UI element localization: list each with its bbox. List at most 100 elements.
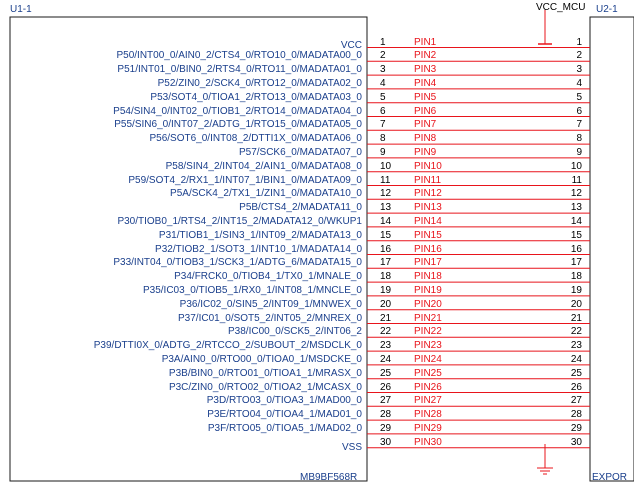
u1-pin-function-label: P59/SOT4_2/RX1_1/INT07_1/BIN1_0/MADATA09… (128, 174, 362, 186)
u2-pin-number: 29 (570, 422, 582, 434)
u2-pin-number: 17 (570, 257, 582, 269)
net-label[interactable]: PIN9 (414, 146, 437, 158)
u1-vcc-pin-label: VCC (340, 40, 362, 51)
u1-pin-number: 28 (380, 409, 392, 421)
u1-pin-function-label: P5B/CTS4_2/MADATA11_0 (239, 202, 362, 214)
u2-pin-number: 4 (576, 77, 582, 89)
u1-pin-number: 10 (380, 160, 392, 172)
net-label[interactable]: PIN5 (414, 91, 437, 103)
u1-pin-function-label: P37/IC01_0/SOT5_2/INT05_2/MNREX_0 (178, 312, 362, 324)
u2-pin-number: 25 (570, 367, 582, 379)
u2-pin-number: 12 (570, 188, 582, 200)
u2-pin-number: 14 (570, 215, 582, 227)
net-label[interactable]: PIN17 (414, 257, 442, 269)
u2-pin-number: 1 (576, 36, 582, 48)
u1-pin-number: 24 (380, 353, 392, 365)
u1-pin-function-label: P31/TIOB1_1/SIN3_1/INT09_2/MADATA13_0 (158, 229, 362, 241)
u1-pin-function-label: P3D/RTO03_0/TIOA3_1/MAD00_0 (206, 395, 362, 407)
u1-pin-number: 17 (380, 257, 392, 269)
net-label[interactable]: PIN25 (414, 367, 442, 379)
u1-pin-number: 29 (380, 422, 392, 434)
net-label[interactable]: PIN24 (414, 353, 442, 365)
net-label[interactable]: PIN14 (414, 215, 442, 227)
net-label[interactable]: PIN3 (414, 64, 437, 76)
u2-component-body[interactable] (589, 16, 634, 482)
u2-pin-number: 30 (570, 436, 582, 448)
u1-pin-number: 9 (380, 146, 386, 158)
u2-pin-number: 18 (570, 271, 582, 283)
net-label[interactable]: PIN22 (414, 326, 442, 338)
u1-pin-function-label: P38/IC00_0/SCK5_2/INT06_2 (228, 326, 362, 338)
u1-pin-number: 13 (380, 202, 392, 214)
net-label[interactable]: PIN18 (414, 271, 442, 283)
u1-part-label: MB9BF568R (300, 472, 358, 483)
net-label[interactable]: PIN10 (414, 160, 442, 172)
net-label[interactable]: PIN8 (414, 133, 437, 145)
u2-pin-number: 26 (570, 381, 582, 393)
u1-pin-number: 16 (380, 243, 392, 255)
net-label[interactable]: PIN16 (414, 243, 442, 255)
u1-pin-function-label: P3B/BIN0_0/RTO01_0/TIOA1_1/MRASX_0 (168, 367, 362, 379)
u1-pin-number: 4 (380, 77, 386, 89)
u2-pin-number: 22 (570, 326, 582, 338)
u1-pin-function-label: P3A/AIN0_0/RTO00_0/TIOA0_1/MSDCKE_0 (161, 353, 362, 365)
u1-component-body[interactable] (9, 16, 368, 482)
u2-pin-number: 24 (570, 353, 582, 365)
net-label[interactable]: PIN13 (414, 202, 442, 214)
u2-pin-number: 5 (576, 91, 582, 103)
u1-pin-function-label: P3E/RTO04_0/TIOA4_1/MAD01_0 (207, 409, 362, 421)
u1-pin-function-label: P51/INT01_0/BIN0_2/RTS4_0/RTO11_0/MADATA… (117, 64, 362, 76)
net-label[interactable]: PIN19 (414, 284, 442, 296)
u2-pin-number: 11 (571, 174, 582, 186)
u2-pin-number: 10 (570, 160, 582, 172)
u1-pin-number: 18 (380, 271, 392, 283)
u2-pin-number: 13 (570, 202, 582, 214)
u1-pin-function-label: P54/SIN4_0/INT02_0/TIOB1_2/RTO14_0/MADAT… (113, 105, 362, 117)
u1-pin-function-label: P57/SCK6_0/MADATA07_0 (238, 146, 362, 158)
u1-pin-function-label: P39/DTTI0X_0/ADTG_2/RTCCO_2/SUBOUT_2/MSD… (93, 340, 362, 352)
net-label[interactable]: PIN7 (414, 119, 437, 131)
u1-pin-number: 25 (380, 367, 392, 379)
u2-pin-number: 28 (570, 409, 582, 421)
net-label[interactable]: PIN6 (414, 105, 437, 117)
net-label[interactable]: PIN2 (414, 50, 437, 62)
wire-group (367, 47, 590, 449)
u1-pin-number: 5 (380, 91, 386, 103)
net-label[interactable]: PIN26 (414, 381, 442, 393)
u2-ref-label: U2-1 (596, 4, 618, 15)
net-label[interactable]: PIN12 (414, 188, 442, 200)
u1-pin-function-label: P52/ZIN0_2/SCK4_0/RTO12_0/MADATA02_0 (157, 77, 362, 89)
net-label[interactable]: PIN11 (414, 174, 442, 186)
u1-pin-function-label: P58/SIN4_2/INT04_2/AIN1_0/MADATA08_0 (165, 160, 362, 172)
u1-pin-number: 30 (380, 436, 392, 448)
u1-pin-number: 26 (380, 381, 392, 393)
net-label[interactable]: PIN4 (414, 77, 437, 89)
u2-pin-number: 8 (576, 133, 582, 145)
vcc-net-label: VCC_MCU (536, 2, 586, 13)
net-label[interactable]: PIN20 (414, 298, 442, 310)
u2-pin-number: 16 (570, 243, 582, 255)
u1-pin-function-label: P34/FRCK0_0/TIOB4_1/TX0_1/MNALE_0 (174, 271, 362, 283)
net-label[interactable]: PIN28 (414, 409, 442, 421)
u2-pin-number: 6 (576, 105, 582, 117)
u2-pin-number: 21 (570, 312, 582, 324)
u2-pin-number: 7 (576, 119, 582, 131)
u1-pin-function-label: P33/INT04_0/TIOB3_1/SCK3_1/ADTG_6/MADATA… (113, 257, 362, 269)
u2-pin-number: 20 (570, 298, 582, 310)
net-label[interactable]: PIN1 (414, 36, 437, 48)
net-label[interactable]: PIN29 (414, 422, 442, 434)
net-label[interactable]: PIN23 (414, 340, 442, 352)
u1-ref-label: U1-1 (10, 4, 32, 15)
u1-pin-function-label: P30/TIOB0_1/RTS4_2/INT15_2/MADATA12_0/WK… (117, 215, 362, 227)
net-label[interactable]: PIN27 (414, 395, 442, 407)
u1-pin-number: 8 (380, 133, 386, 145)
u2-part-label: EXPOR (592, 472, 628, 483)
net-label[interactable]: PIN21 (414, 312, 442, 324)
u1-vss-pin-label: VSS (341, 442, 362, 453)
u1-pin-number: 11 (380, 174, 391, 186)
u1-pin-number: 15 (380, 229, 392, 241)
net-label[interactable]: PIN15 (414, 229, 442, 241)
u1-pin-number: 7 (380, 119, 386, 131)
u1-pin-number: 14 (380, 215, 392, 227)
net-label[interactable]: PIN30 (414, 436, 442, 448)
